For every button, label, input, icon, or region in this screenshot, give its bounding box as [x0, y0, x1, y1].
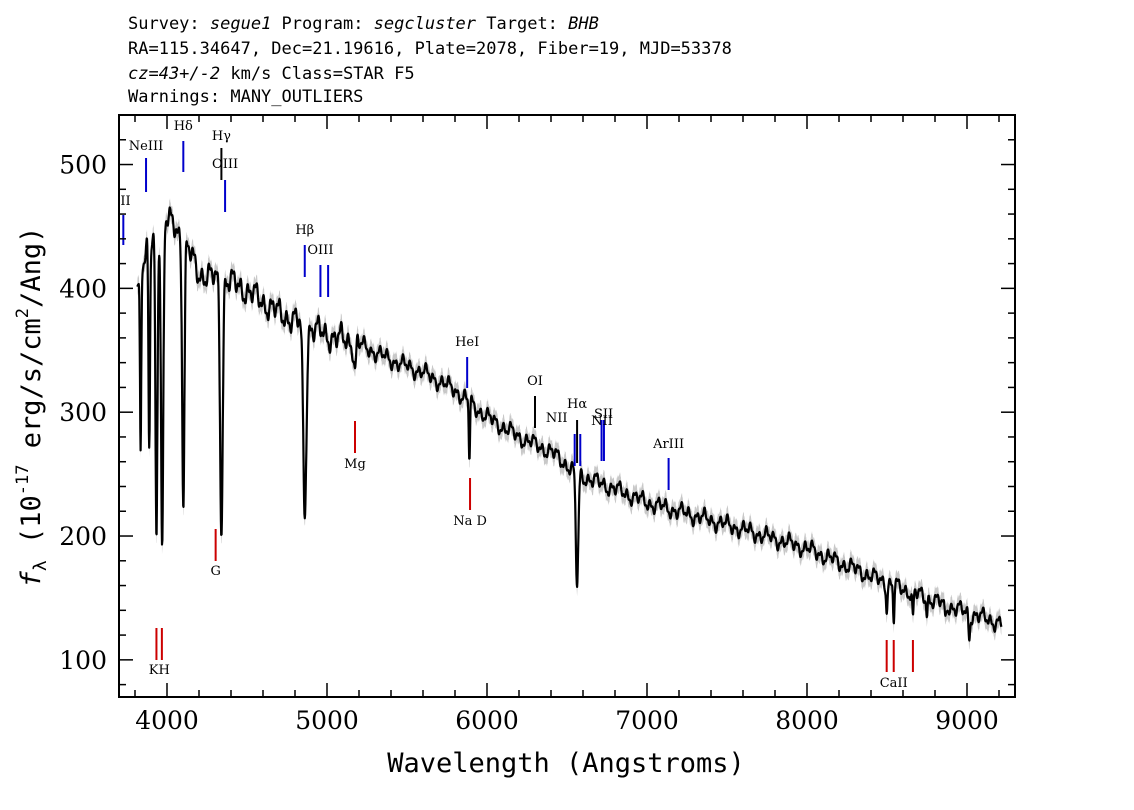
absorption-label-2: Mg: [344, 457, 366, 472]
spectrum-series: [136, 206, 1003, 642]
y-tick-label: 400: [59, 274, 107, 303]
absorption-label-3: Na D: [453, 514, 487, 529]
emission-label-9: OI: [527, 374, 543, 389]
emission-label-14: NII: [591, 414, 613, 429]
emission-label-15: ArIII: [652, 437, 684, 452]
line-markers: IINeIIIHδHγOIIIHβOIIIHeIOINIIHαSIINIIArI…: [120, 119, 914, 691]
header-line-2: RA=115.34647, Dec=21.19616, Plate=2078, …: [128, 39, 732, 59]
y-axis-label: fλ (10-17 erg/s/cm2/Ang): [13, 227, 51, 588]
x-tick-label: 6000: [455, 706, 519, 735]
y-tick-label: 300: [59, 398, 107, 427]
header-line-3: cz=43+/-2 km/s Class=STAR F5: [128, 64, 415, 84]
emission-label-4: OIII: [212, 157, 238, 172]
header: Survey: segue1 Program: segcluster Targe…: [128, 14, 732, 107]
emission-label-6: OIII: [307, 243, 333, 258]
x-axis-label: Wavelength (Angstroms): [387, 748, 745, 779]
emission-label-0: II: [120, 194, 130, 209]
x-tick-label: 8000: [775, 706, 839, 735]
plot-frame: [118, 114, 1016, 698]
error-band-fill: [137, 198, 1002, 650]
emission-label-1: NeIII: [129, 139, 163, 154]
emission-label-13: SII: [594, 407, 613, 422]
absorption-label-1: G: [210, 564, 220, 579]
x-tick-label: 9000: [935, 706, 999, 735]
emission-label-3: Hγ: [212, 129, 231, 144]
y-tick-label: 500: [59, 151, 107, 180]
absorption-label-0: KH: [149, 663, 170, 678]
x-tick-label: 5000: [295, 706, 359, 735]
header-line-4: Warnings: MANY_OUTLIERS: [128, 87, 363, 107]
y-tick-label: 100: [59, 646, 107, 675]
spectrum-line: [136, 206, 1003, 642]
error-band: [137, 198, 1002, 650]
emission-label-2: Hδ: [174, 119, 193, 134]
emission-label-11: Hα: [567, 397, 587, 412]
emission-label-5: Hβ: [295, 223, 314, 238]
y-tick-label: 200: [59, 522, 107, 551]
x-tick-label: 4000: [135, 706, 199, 735]
axes: 4000 5000 6000 7000 8000 9000 100 200 300 400 500: [59, 114, 1016, 735]
x-tick-label: 7000: [615, 706, 679, 735]
emission-label-8: HeI: [455, 335, 479, 350]
svg-text:fλ (10-17 erg/s/cm2/Ang): fλ (10-17 erg/s/cm2/Ang): [13, 227, 51, 588]
emission-label-10: NII: [546, 411, 568, 426]
absorption-label-4: CaII: [880, 676, 908, 691]
header-line-1: Survey: segue1 Program: segcluster Targe…: [128, 14, 599, 34]
